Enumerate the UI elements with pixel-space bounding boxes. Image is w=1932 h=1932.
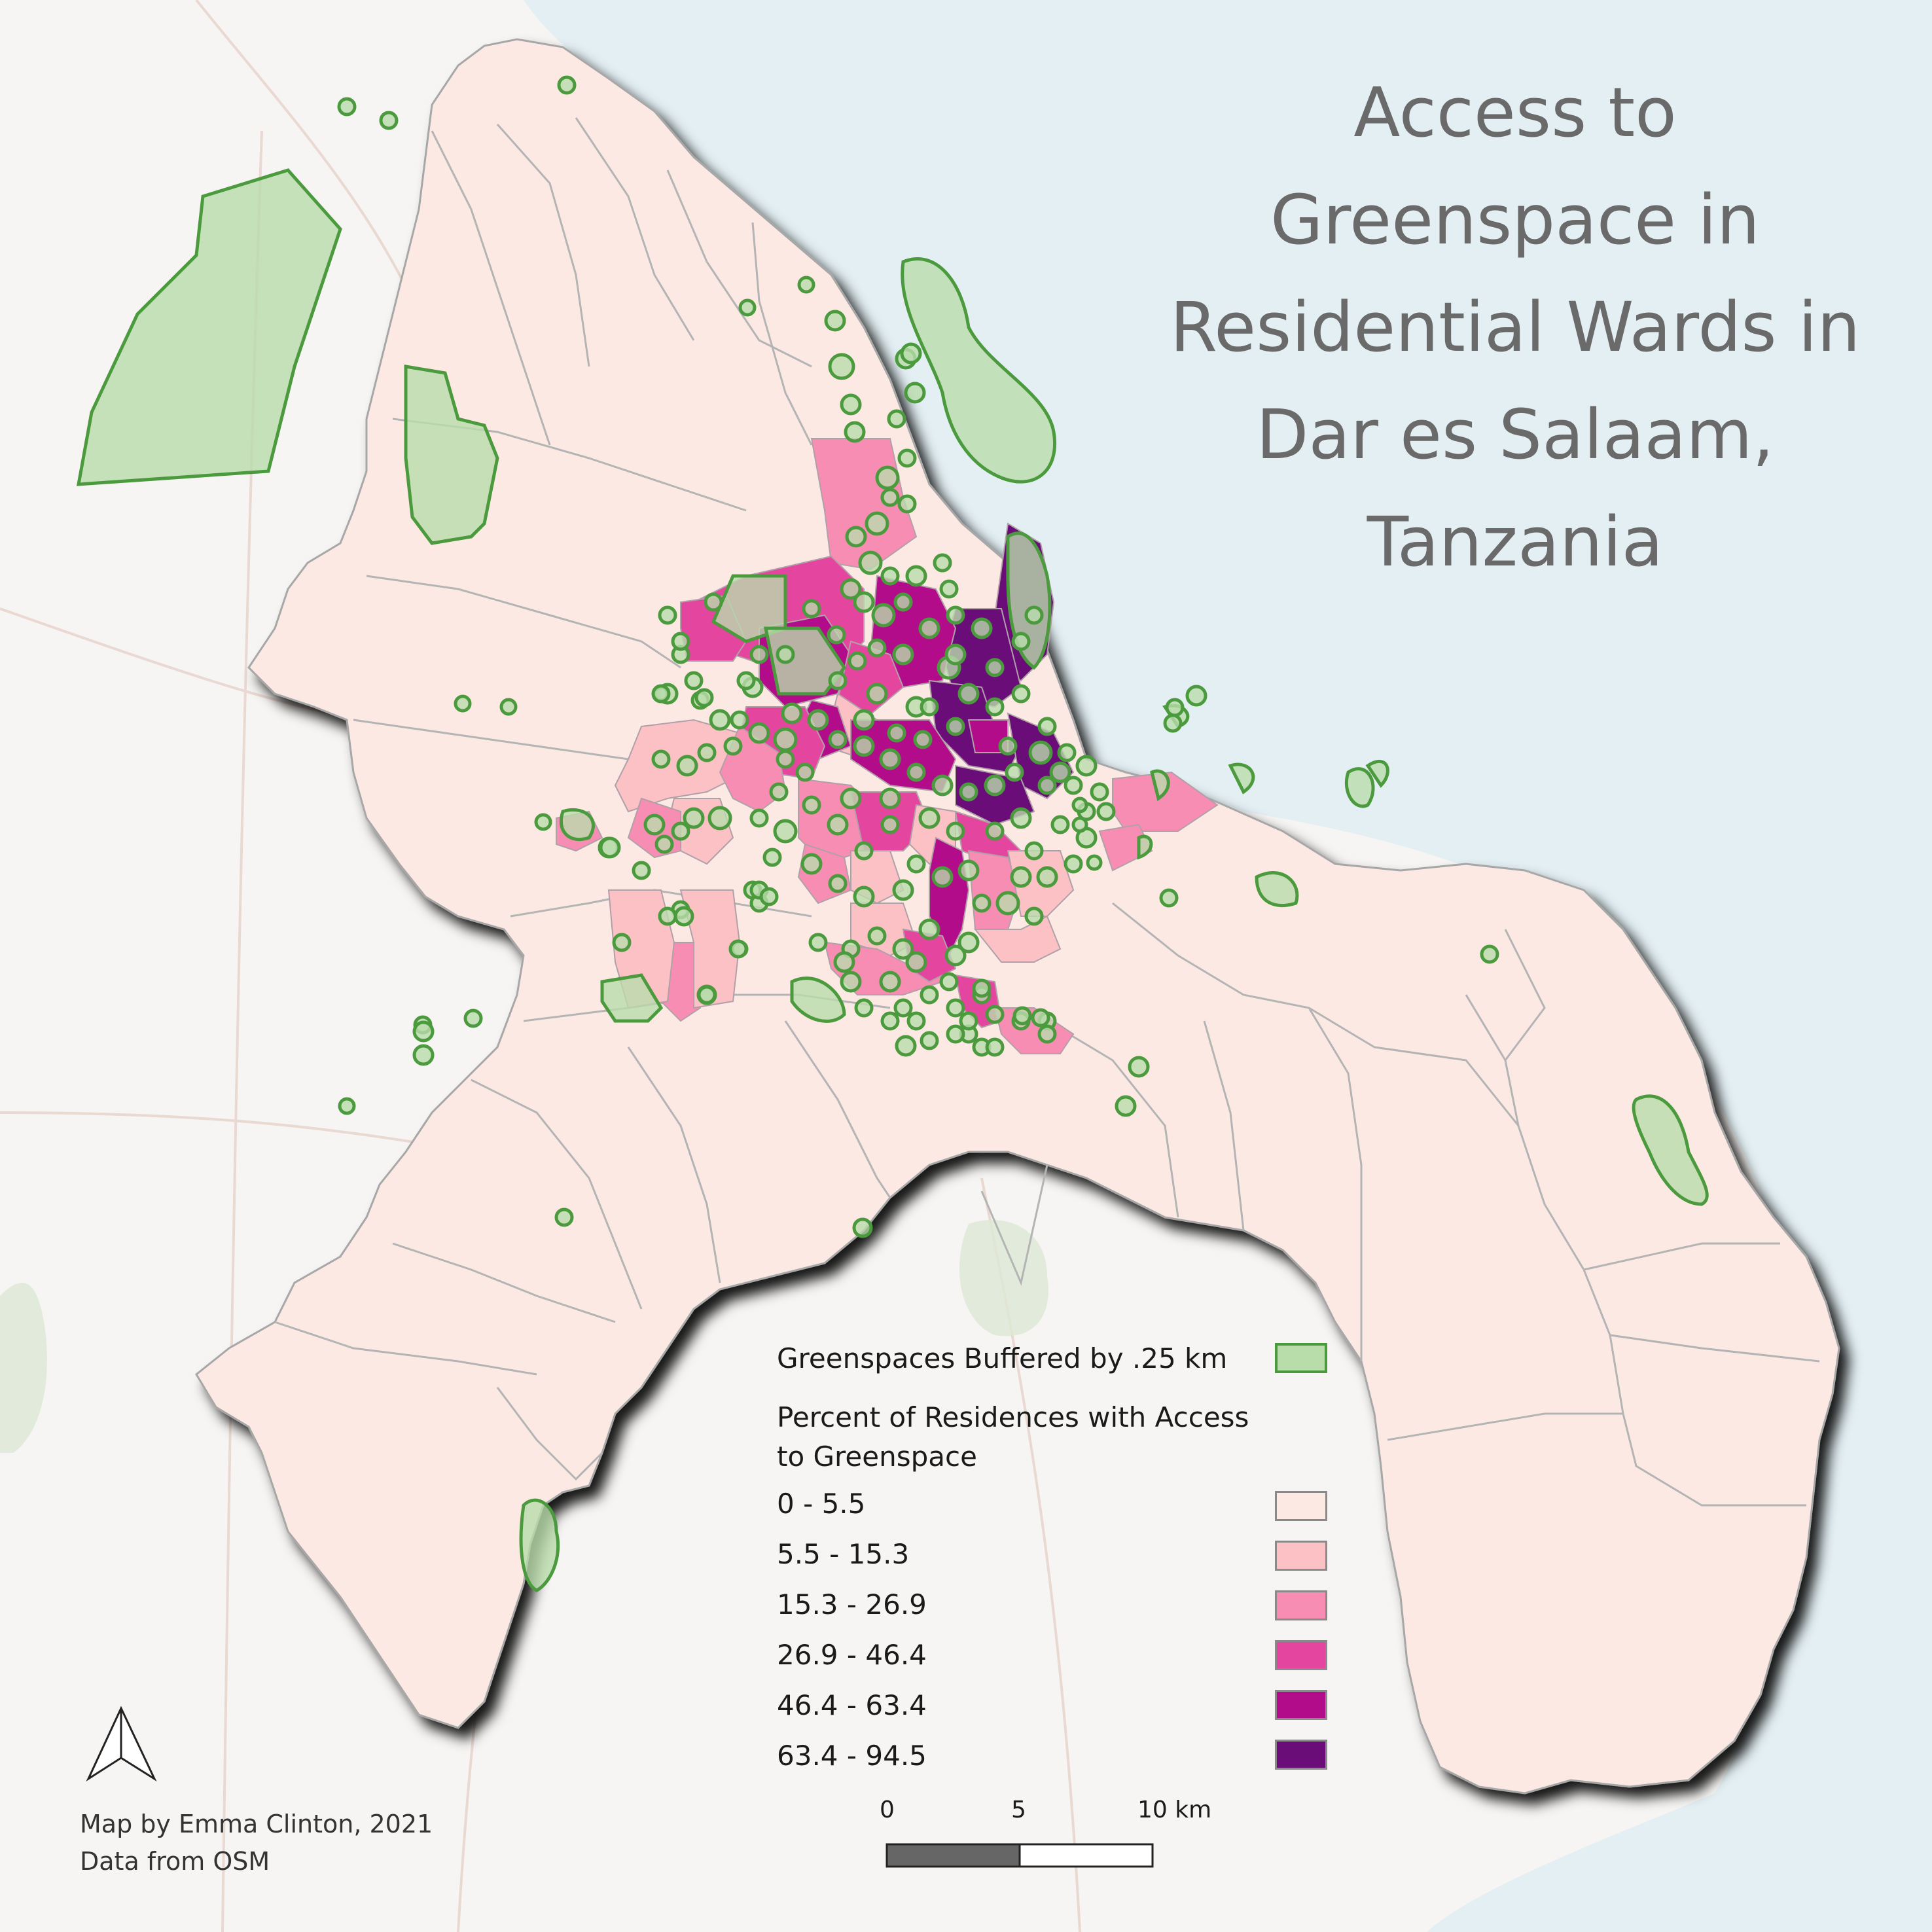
- greenspace-polygon: [1255, 871, 1299, 908]
- credit-author: Map by Emma Clinton, 2021: [80, 1810, 433, 1838]
- north-arrow-icon: [86, 1706, 157, 1782]
- greenspace-polygon: [1137, 834, 1153, 860]
- scale-bar: [885, 1843, 1154, 1868]
- legend-greenspace-label: Greenspaces Buffered by .25 km: [777, 1342, 1228, 1374]
- greenspace-polygon: [1228, 762, 1255, 795]
- legend-class-swatch: [1275, 1541, 1327, 1571]
- legend-class-label: 5.5 - 15.3: [777, 1538, 910, 1570]
- greenspace-polygon: [76, 168, 342, 486]
- greenspace-polygon: [1365, 760, 1389, 788]
- greenspace-polygon: [404, 365, 499, 545]
- legend-class-swatch: [1275, 1491, 1327, 1521]
- sea-area: [524, 0, 1932, 1932]
- basemap-parks: [0, 1219, 1048, 1453]
- legend-class-label: 26.9 - 46.4: [777, 1639, 927, 1671]
- legend-percent-heading-2: to Greenspace: [777, 1440, 977, 1473]
- legend-greenspace-swatch: [1275, 1343, 1327, 1373]
- greenspace-small: [337, 75, 1499, 1238]
- title-line-4: Dar es Salaam,: [1256, 395, 1774, 474]
- greenspace-polygon: [559, 808, 595, 842]
- legend-percent-heading: Percent of Residences with Access: [777, 1401, 1249, 1433]
- scale-label-10: 10 km: [1137, 1797, 1212, 1823]
- title-line-3: Residential Wards in: [1170, 287, 1861, 367]
- legend-class-swatch: [1275, 1690, 1327, 1720]
- scale-label-5: 5: [1011, 1797, 1026, 1823]
- map-title: Access to Greenspace in Residential Ward…: [1119, 59, 1911, 596]
- legend-class-swatch: [1275, 1640, 1327, 1670]
- scale-bar-dark-segment: [885, 1843, 1021, 1868]
- legend-class-swatch: [1275, 1740, 1327, 1770]
- credit-source: Data from OSM: [80, 1847, 270, 1876]
- ward-class-2: [973, 915, 1062, 963]
- legend-class-label: 15.3 - 26.9: [777, 1588, 927, 1620]
- greenspace-polygon: [901, 257, 1056, 484]
- title-line-1: Access to: [1353, 73, 1677, 152]
- legend-class-label: 0 - 5.5: [777, 1488, 866, 1520]
- legend-class-label: 63.4 - 94.5: [777, 1740, 927, 1772]
- scale-bar-light-segment: [1018, 1843, 1154, 1868]
- greenspace-polygon: [519, 1498, 560, 1592]
- greenspace-polygon: [1632, 1094, 1709, 1206]
- legend-class-label: 46.4 - 63.4: [777, 1689, 927, 1721]
- title-line-5: Tanzania: [1367, 502, 1664, 582]
- ward-class-2: [679, 889, 741, 1009]
- region-boundary: [195, 38, 1840, 1795]
- title-line-2: Greenspace in: [1270, 180, 1760, 260]
- ward-boundaries: [274, 117, 1820, 1507]
- greenspace-polygon: [790, 976, 846, 1023]
- greenspace-polygon: [1344, 767, 1375, 808]
- greenspace-buffers: [76, 168, 1709, 1592]
- legend-class-swatch: [1275, 1590, 1327, 1620]
- greenspace-polygon: [600, 973, 664, 1023]
- scale-label-0: 0: [880, 1797, 895, 1823]
- greenspace-polygon: [1150, 769, 1170, 802]
